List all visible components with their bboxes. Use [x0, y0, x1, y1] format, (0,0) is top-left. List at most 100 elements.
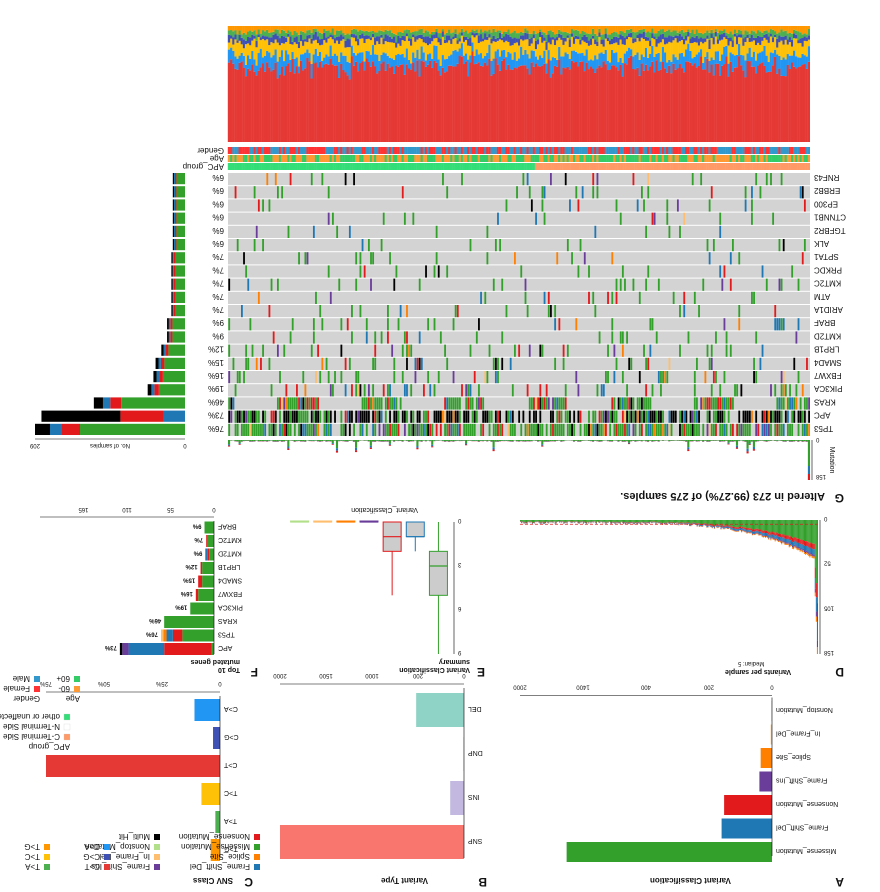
titv-bar-segment	[648, 26, 652, 33]
panel-d-bar-segment	[640, 522, 642, 524]
oncoplot-cell	[689, 423, 692, 436]
oncoplot-cell	[418, 278, 421, 291]
oncoplot-cell	[467, 384, 470, 397]
titv-bar-segment	[665, 72, 669, 142]
oncoplot-cell	[433, 384, 436, 397]
oncoplot-side-bar	[165, 344, 169, 356]
clinical-apc-cell	[240, 163, 243, 170]
tmb-y-tick: 0	[815, 436, 819, 442]
tmb-bar-segment	[788, 440, 791, 442]
clinical-gender-cell	[513, 147, 516, 154]
clinical-age-cell	[731, 155, 734, 162]
clinical-age-cell	[530, 155, 533, 162]
oncoplot-side-bar	[174, 225, 175, 237]
oncoplot-cell	[302, 371, 305, 384]
titv-bar-segment	[684, 35, 688, 41]
oncoplot-cell	[708, 252, 711, 265]
clinical-age-cell	[318, 155, 322, 162]
panel-d-bar-segment	[765, 536, 768, 538]
clinical-apc-cell	[691, 163, 694, 170]
tmb-bar-segment	[342, 440, 345, 441]
oncoplot-cell	[552, 423, 554, 436]
oncoplot-gene-label: FBXW7	[813, 371, 841, 380]
titv-bar-segment	[617, 70, 620, 142]
oncoplot-cell	[535, 212, 537, 225]
oncoplot-gene-label: RNF43	[813, 173, 839, 182]
oncoplot-cell	[657, 410, 660, 423]
oncoplot-cell	[403, 212, 406, 225]
titv-bar-segment	[615, 36, 618, 43]
titv-bar-segment	[754, 26, 758, 34]
panel-d-bar-segment	[793, 538, 795, 543]
clinical-apc-cell	[794, 163, 798, 170]
oncoplot-cell	[378, 410, 381, 423]
clinical-gender-cell	[653, 147, 656, 154]
clinical-apc-cell	[439, 163, 442, 170]
tmb-bar-segment	[399, 440, 402, 441]
oncoplot-cell	[287, 225, 290, 238]
titv-bar-segment	[708, 26, 711, 33]
oncoplot-cell	[397, 410, 400, 423]
oncoplot-cell	[613, 410, 616, 423]
panel-d-bar-segment	[655, 522, 657, 524]
titv-bar-segment	[742, 38, 745, 46]
oncoplot-cell	[712, 423, 715, 436]
oncoplot-cell	[784, 410, 787, 423]
panel-f-bar-segment	[172, 629, 183, 642]
titv-bar-segment	[602, 53, 605, 62]
panel-d-bar-segment	[723, 525, 725, 528]
panel-d-bar-segment	[772, 520, 774, 533]
oncoplot-cell	[374, 410, 377, 423]
oncoplot-cell	[636, 410, 639, 423]
panel-d-bar-segment	[695, 523, 697, 524]
oncoplot-cell	[547, 397, 550, 410]
tmb-bar-segment	[388, 443, 391, 445]
titv-bar-segment	[632, 38, 635, 44]
titv-bar-segment	[769, 52, 772, 72]
oncoplot-cell	[596, 423, 599, 436]
titv-bar-segment	[794, 56, 798, 69]
oncoplot-cell	[454, 410, 457, 423]
oncoplot-cell	[351, 331, 353, 344]
oncoplot-cell	[691, 423, 694, 436]
panel-d-bar-segment	[756, 532, 758, 534]
tmb-bar-segment	[299, 440, 303, 442]
oncoplot-cell	[302, 397, 305, 410]
clinical-apc-cell	[295, 163, 298, 170]
panel-d-bar-segment	[739, 530, 742, 531]
panel-d-bar-segment	[745, 529, 747, 532]
titv-bar-segment	[784, 26, 787, 31]
clinical-apc-cell	[703, 163, 707, 170]
titv-bar-segment	[619, 64, 622, 142]
titv-bar-segment	[634, 38, 637, 42]
oncoplot-cell	[228, 423, 231, 436]
oncoplot-cell	[719, 212, 722, 225]
clinical-age-cell	[526, 155, 529, 162]
clinical-age-cell	[805, 155, 808, 162]
panel-d-bar-segment	[644, 523, 646, 525]
oncoplot-cell	[761, 265, 764, 278]
titv-bar-segment	[750, 66, 753, 142]
clinical-apc-cell	[407, 163, 411, 170]
titv-bar-segment	[746, 60, 749, 142]
tmb-bar-segment	[765, 440, 768, 442]
panel-d-bar-segment	[761, 536, 763, 537]
clinical-gender-cell	[388, 147, 391, 154]
oncoplot-cell	[765, 410, 768, 423]
panel-d-bar-segment	[594, 520, 596, 522]
panel-d-bar-segment	[554, 522, 556, 523]
oncoplot-cell	[232, 357, 235, 370]
oncoplot-cell	[488, 423, 491, 436]
titv-bar-segment	[788, 32, 791, 38]
panel-d-bar-segment	[800, 547, 802, 550]
clinical-apc-cell	[784, 163, 787, 170]
clinical-apc-cell	[644, 163, 648, 170]
panel-c-title: SNV Class	[192, 876, 233, 885]
oncoplot-cell	[662, 410, 664, 423]
panel-d-bar-segment	[703, 524, 705, 525]
oncoplot-cell	[660, 410, 662, 423]
titv-bar-segment	[598, 32, 601, 37]
panel-d-bar-segment	[718, 524, 720, 526]
oncoplot-cell	[698, 410, 700, 423]
oncoplot-cell	[647, 265, 650, 278]
